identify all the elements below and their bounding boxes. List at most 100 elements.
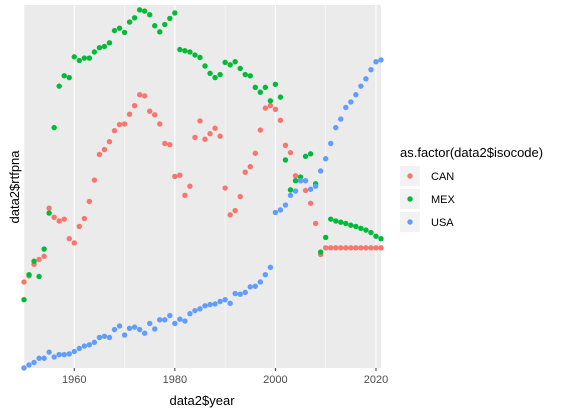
point-usa bbox=[322, 156, 329, 162]
point-mex bbox=[96, 45, 103, 51]
point-mex bbox=[322, 234, 329, 241]
point-usa bbox=[116, 323, 123, 329]
point-usa bbox=[343, 104, 349, 111]
y-axis-title: data2$rtfpna bbox=[7, 150, 22, 224]
point-usa bbox=[152, 326, 158, 332]
point-can bbox=[76, 223, 83, 230]
point-can bbox=[172, 173, 178, 180]
point-mex bbox=[187, 49, 193, 55]
point-can bbox=[222, 185, 228, 191]
point-usa bbox=[257, 279, 264, 285]
legend-key-can bbox=[407, 173, 413, 179]
point-can bbox=[353, 245, 359, 251]
point-usa bbox=[36, 355, 42, 361]
point-mex bbox=[157, 29, 163, 35]
point-mex bbox=[131, 15, 138, 21]
point-usa bbox=[338, 116, 344, 122]
point-mex bbox=[373, 233, 379, 239]
point-mex bbox=[136, 7, 143, 13]
point-can bbox=[232, 207, 238, 214]
point-mex bbox=[267, 98, 274, 104]
point-mex bbox=[232, 59, 238, 65]
point-mex bbox=[111, 27, 118, 34]
point-usa bbox=[272, 209, 279, 216]
point-mex bbox=[26, 271, 32, 278]
point-can bbox=[348, 245, 354, 251]
point-can bbox=[86, 198, 93, 205]
point-usa bbox=[121, 332, 128, 338]
point-can bbox=[162, 140, 168, 147]
point-usa bbox=[378, 57, 384, 63]
point-usa bbox=[348, 99, 354, 105]
point-usa bbox=[237, 291, 243, 297]
point-mex bbox=[222, 59, 228, 66]
point-usa bbox=[76, 345, 83, 352]
point-mex bbox=[338, 219, 344, 225]
point-can bbox=[101, 146, 108, 153]
point-mex bbox=[152, 23, 158, 29]
point-can bbox=[41, 253, 47, 260]
point-can bbox=[147, 108, 153, 114]
point-mex bbox=[217, 71, 223, 78]
x-axis-ticks: 1960 1980 2000 2020 bbox=[62, 368, 388, 386]
point-can bbox=[56, 218, 62, 224]
point-can bbox=[262, 105, 269, 111]
point-usa bbox=[81, 343, 88, 349]
point-usa bbox=[333, 124, 339, 131]
point-mex bbox=[358, 225, 364, 231]
point-usa bbox=[126, 325, 133, 332]
point-usa bbox=[252, 283, 258, 289]
point-usa bbox=[66, 351, 72, 357]
point-usa bbox=[282, 202, 289, 208]
point-mex bbox=[56, 83, 62, 89]
point-usa bbox=[141, 330, 148, 336]
point-can bbox=[116, 121, 123, 128]
legend-label-mex: MEX bbox=[431, 194, 456, 206]
point-mex bbox=[227, 62, 233, 68]
point-mex bbox=[257, 89, 264, 95]
point-mex bbox=[91, 49, 98, 55]
point-mex bbox=[277, 94, 284, 100]
point-mex bbox=[31, 258, 37, 264]
point-mex bbox=[76, 57, 83, 64]
point-mex bbox=[207, 70, 213, 77]
legend-label-can: CAN bbox=[431, 171, 454, 183]
point-usa bbox=[56, 351, 62, 358]
point-mex bbox=[36, 273, 42, 280]
point-can bbox=[358, 245, 364, 251]
point-mex bbox=[343, 220, 349, 227]
point-can bbox=[36, 256, 42, 263]
point-mex bbox=[81, 55, 88, 61]
point-usa bbox=[21, 365, 27, 371]
point-mex bbox=[116, 25, 123, 31]
point-usa bbox=[247, 284, 253, 290]
point-usa bbox=[197, 306, 203, 312]
point-mex bbox=[302, 153, 309, 160]
point-mex bbox=[262, 84, 269, 91]
x-tick-label: 1980 bbox=[163, 374, 187, 386]
point-usa bbox=[41, 355, 47, 361]
point-mex bbox=[147, 12, 153, 18]
point-usa bbox=[177, 316, 183, 322]
x-tick-label: 2000 bbox=[263, 374, 287, 386]
point-can bbox=[51, 214, 57, 221]
point-can bbox=[136, 91, 143, 98]
point-can bbox=[328, 245, 334, 251]
point-can bbox=[197, 118, 203, 124]
point-usa bbox=[353, 91, 359, 98]
point-can bbox=[322, 245, 329, 251]
point-mex bbox=[197, 54, 203, 61]
point-can bbox=[177, 172, 183, 178]
point-usa bbox=[217, 298, 223, 305]
point-can bbox=[277, 117, 284, 124]
point-mex bbox=[363, 227, 369, 233]
point-can bbox=[368, 245, 374, 251]
point-can bbox=[212, 125, 218, 131]
point-can bbox=[247, 163, 253, 170]
point-can bbox=[187, 183, 193, 189]
point-can bbox=[141, 93, 148, 99]
point-usa bbox=[307, 186, 314, 192]
point-mex bbox=[378, 235, 384, 242]
point-usa bbox=[96, 334, 103, 341]
